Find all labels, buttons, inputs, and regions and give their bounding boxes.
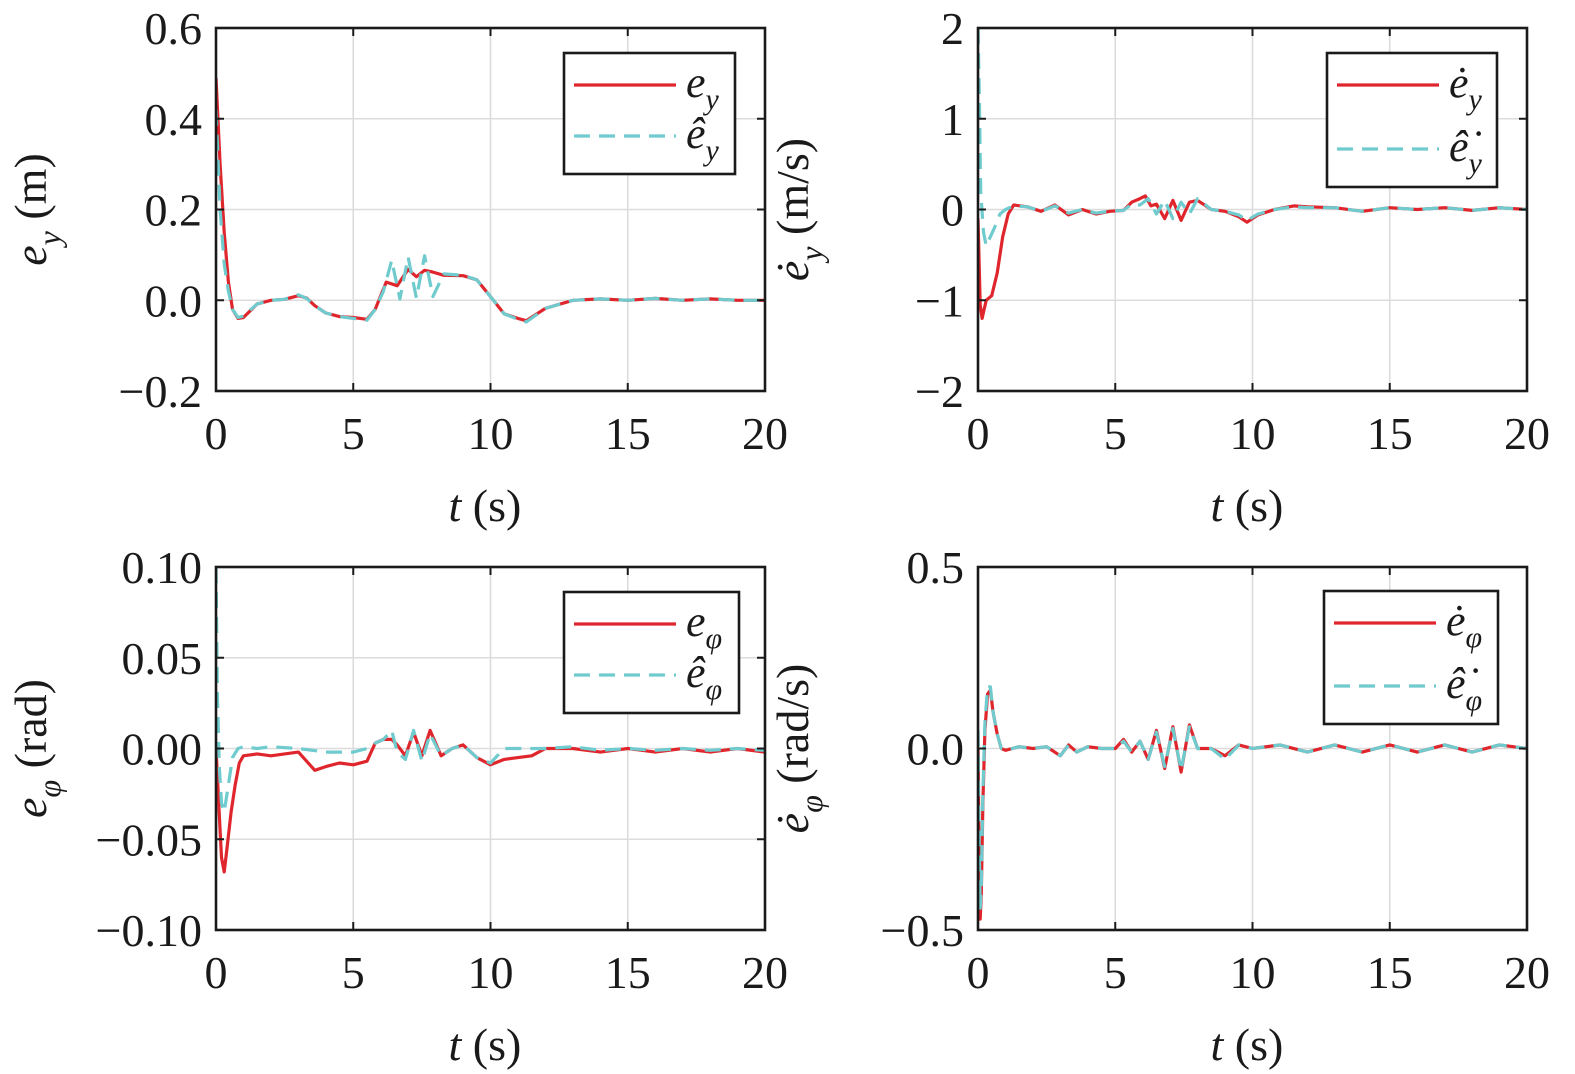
x-tick-label: 10 (468, 408, 514, 459)
x-tick-label: 10 (1230, 408, 1276, 459)
x-axis-label: t (s) (449, 480, 522, 531)
x-axis-label: t (s) (1211, 480, 1284, 531)
x-tick-label: 5 (1104, 408, 1127, 459)
y-tick-label: 0.10 (122, 542, 203, 593)
x-tick-label: 10 (1230, 947, 1276, 998)
legend-entry: ėy (1449, 58, 1483, 116)
series-line-estimate (978, 28, 1527, 248)
y-tick-label: 0.05 (122, 633, 203, 684)
x-tick-label: 5 (342, 408, 365, 459)
y-tick-label: −0.5 (881, 905, 964, 956)
y-tick-label: 0 (941, 185, 964, 236)
y-axis-label: ėφ (rad/s) (767, 664, 829, 834)
x-tick-label: 20 (1504, 947, 1550, 998)
y-tick-label: 0.00 (122, 724, 203, 775)
legend-entry: êy (686, 109, 720, 167)
x-tick-label: 20 (1504, 408, 1550, 459)
y-tick-label: −1 (915, 275, 964, 326)
y-tick-label: 0.5 (907, 542, 965, 593)
y-tick-label: 1 (941, 94, 964, 145)
plot-heading-error: 0 5 10 15 20 −0.10 −0.05 0.00 0.05 0.10 t (s) eφ (r… (5, 542, 788, 1070)
x-tick-label: 0 (967, 947, 990, 998)
x-tick-label: 0 (205, 408, 228, 459)
series-line-estimate (978, 685, 1527, 910)
y-tick-label: 0.4 (145, 94, 203, 145)
x-tick-label: 20 (742, 947, 788, 998)
legend-entry: eφ (686, 597, 722, 655)
legend: ėφê̇φ (1322, 589, 1500, 726)
x-tick-label: 15 (605, 408, 651, 459)
legend-entry: êφ (686, 648, 722, 706)
y-tick-label: 0.6 (145, 3, 203, 54)
y-tick-label: −0.05 (96, 814, 202, 865)
y-tick-label: 0.0 (907, 724, 965, 775)
legend-entry: ey (686, 58, 720, 116)
y-tick-label: 0.0 (145, 275, 203, 326)
x-tick-label: 5 (1104, 947, 1127, 998)
x-tick-label: 20 (742, 408, 788, 459)
x-tick-label: 10 (468, 947, 514, 998)
y-axis-label: ey (m) (5, 153, 67, 266)
series-line-estimate (216, 567, 765, 814)
x-tick-label: 15 (1367, 947, 1413, 998)
legend-entry: ėφ (1446, 596, 1482, 654)
x-tick-label: 0 (967, 408, 990, 459)
y-tick-label: −0.10 (96, 905, 202, 956)
y-tick-label: −2 (915, 366, 964, 417)
x-tick-label: 5 (342, 947, 365, 998)
y-tick-label: 0.2 (145, 185, 203, 236)
y-tick-label: 2 (941, 3, 964, 54)
x-tick-label: 15 (605, 947, 651, 998)
y-axis-label: ėy (m/s) (767, 138, 829, 281)
plot-lateral-error-rate: 0 5 10 15 20 −2 −1 0 1 2 t (s) ėy (m/s) ėyê̇y (767, 3, 1550, 531)
x-axis-label: t (s) (1211, 1019, 1284, 1070)
x-tick-label: 15 (1367, 408, 1413, 459)
x-axis-label: t (s) (449, 1019, 522, 1070)
y-tick-label: −0.2 (119, 366, 202, 417)
x-tick-label: 0 (205, 947, 228, 998)
series-line-estimate (216, 109, 765, 324)
y-axis-label: eφ (rad) (5, 679, 67, 818)
legend: ėyê̇y (1325, 51, 1499, 189)
plot-heading-error-rate: 0 5 10 15 20 −0.5 0.0 0.5 t (s) ėφ (rad/s) ėφê̇φ (767, 542, 1550, 1070)
